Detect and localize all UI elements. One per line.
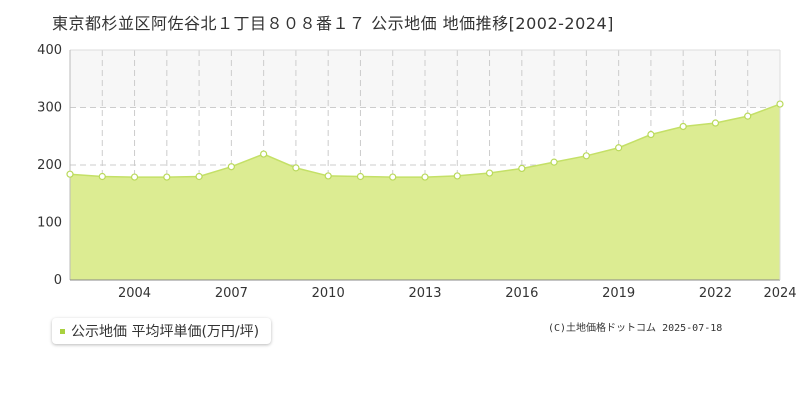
- y-axis-ticks: 0 100 200 300 400: [37, 43, 62, 288]
- y-tick-label: 400: [37, 43, 62, 58]
- data-point: [615, 144, 623, 152]
- data-point: [518, 164, 526, 173]
- data-point: [227, 163, 235, 171]
- chart-axes: [69, 50, 781, 281]
- x-tick-label: 2024: [763, 286, 796, 301]
- x-tick-label: 2013: [408, 286, 441, 301]
- data-point: [98, 172, 106, 181]
- y-tick-label: 0: [54, 273, 62, 288]
- x-tick-label: 2022: [699, 286, 732, 301]
- data-point: [389, 173, 397, 181]
- data-point: [130, 173, 139, 181]
- x-tick-label: 2004: [118, 286, 151, 301]
- legend-swatch: [60, 328, 65, 334]
- data-point: [550, 158, 558, 166]
- chart-upper-band: [70, 50, 780, 108]
- data-point: [66, 170, 74, 178]
- chart-legend: 公示地価 平均坪単価(万円/坪): [52, 318, 272, 344]
- data-point: [453, 172, 461, 180]
- y-tick-label: 300: [37, 101, 62, 116]
- series-area-fill: [70, 104, 780, 280]
- y-tick-label: 100: [37, 216, 62, 231]
- x-tick-label: 2010: [312, 286, 345, 301]
- chart-background: [70, 50, 780, 108]
- y-tick-label: 200: [37, 158, 62, 173]
- data-point: [485, 169, 494, 177]
- data-point: [163, 173, 171, 181]
- x-axis-ticks: 2004 2007 2010 2013 2016 2019 2022 2024: [118, 286, 797, 301]
- data-point: [582, 152, 590, 160]
- data-point: [776, 100, 784, 108]
- data-point: [260, 150, 268, 158]
- data-point: [324, 172, 332, 180]
- page-title: 東京都杉並区阿佐谷北１丁目８０８番１７ 公示地価 地価推移[2002-2024]: [52, 14, 614, 33]
- data-point: [647, 130, 655, 139]
- data-point: [292, 164, 300, 172]
- data-point: [744, 112, 752, 120]
- chart-points: [66, 100, 784, 181]
- x-tick-label: 2007: [215, 286, 248, 301]
- data-point: [195, 172, 203, 181]
- copyright-text: (C)土地価格ドットコム 2025-07-18: [548, 323, 723, 334]
- x-tick-label: 2019: [602, 286, 635, 301]
- x-tick-label: 2016: [505, 286, 538, 301]
- data-point: [679, 122, 687, 131]
- legend-label: 公示地価 平均坪単価(万円/坪): [71, 324, 260, 340]
- data-point: [356, 172, 365, 181]
- data-point: [421, 173, 429, 181]
- data-point: [711, 119, 720, 127]
